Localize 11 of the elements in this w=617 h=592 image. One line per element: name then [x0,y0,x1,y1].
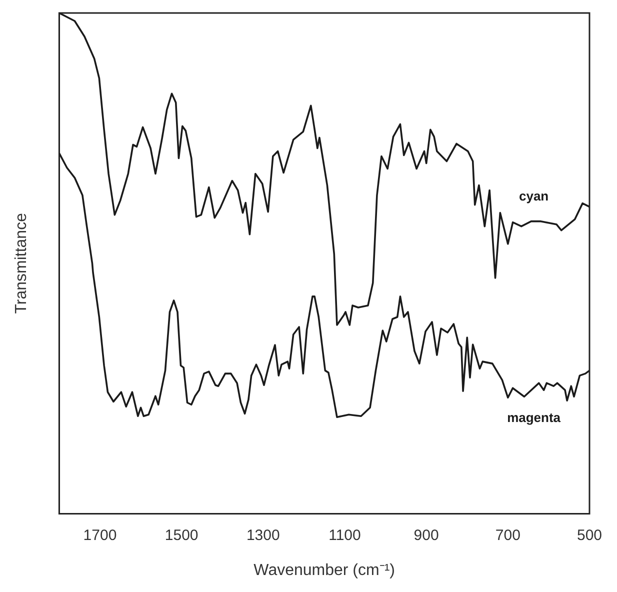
y-axis-title: Transmittance [13,212,30,314]
x-axis-title: Wavenumber (cm⁻¹) [254,562,395,579]
x-tick-label: 1700 [83,526,117,544]
series-label: magenta [507,410,562,426]
x-tick-label: 1100 [328,526,361,544]
x-tick-label: 1300 [246,526,280,544]
x-tick-label: 1500 [164,526,198,544]
x-tick-label: 500 [576,526,602,544]
x-tick-label: 700 [495,526,520,544]
series-label: cyan [518,188,549,204]
x-tick-label: 900 [414,526,439,544]
